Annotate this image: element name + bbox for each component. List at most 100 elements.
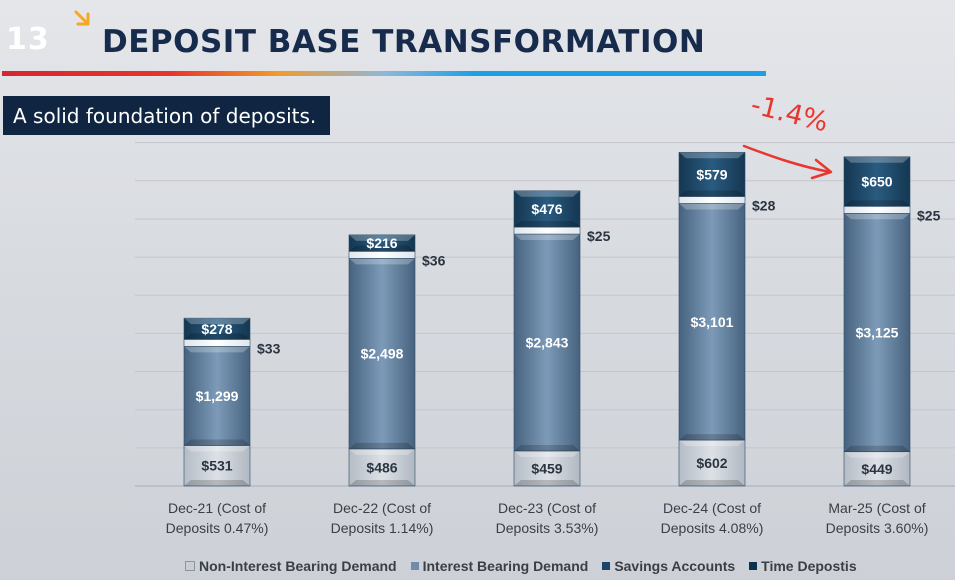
bar-bevel [844,213,910,220]
x-tick-label: Deposits 4.08%) [661,520,764,536]
bar-time-deposits [843,156,911,207]
legend-item-interest: Interest Bearing Demand [410,558,589,574]
legend-item-time: Time Depostis [749,558,857,574]
legend-swatch-time [749,562,758,570]
bar-bevel [349,448,415,455]
legend-swatch-savings [602,562,611,570]
bar-interest-bearing [183,346,251,446]
legend-swatch-non-interest [185,561,195,571]
data-label-savings: $28 [752,197,776,213]
bar-stack: $459 $2,843 $25 $476 [513,190,611,487]
data-label-savings: $25 [587,228,611,244]
legend-label-non-interest: Non-Interest Bearing Demand [199,558,397,574]
data-label-savings: $33 [257,340,281,356]
data-label-time-deposits: $650 [861,174,892,190]
bar-stack: $486 $2,498 $36 $216 [348,234,446,487]
bar-savings [348,251,416,259]
annotation-arrow [742,144,832,174]
bar-bevel [679,152,745,159]
annotation-arrowhead [810,158,833,180]
data-label-time-deposits: $579 [696,166,727,182]
bar-time-deposits [513,190,581,228]
bar-non-interest [348,448,416,487]
bar-stack: $602 $3,101 $28 $579 [678,151,776,487]
bar-interest-bearing [513,233,581,452]
bar-bevel [844,451,910,458]
bar-bevel [514,450,580,457]
bar-bevel [349,245,415,252]
x-tick-label: Dec-21 (Cost of [168,500,266,516]
data-label-interest-bearing: $2,498 [361,346,404,362]
page-title: DEPOSIT BASE TRANSFORMATION [102,24,706,60]
data-label-non-interest: $486 [366,459,397,475]
subtitle-text: A solid foundation of deposits. [13,103,317,128]
bar-bevel [514,190,580,197]
bar-non-interest [513,450,581,487]
data-label-non-interest: $459 [531,460,562,476]
data-label-time-deposits: $476 [531,201,562,217]
x-tick-label: Mar-25 (Cost of [828,500,925,516]
bar-bevel [844,480,910,486]
data-label-interest-bearing: $3,125 [856,325,899,341]
x-tick-label: Deposits 0.47%) [166,520,269,536]
x-tick-label: Deposits 1.14%) [331,520,434,536]
data-label-savings: $36 [422,252,446,268]
bar-bevel [184,480,250,486]
chart-legend: Non-Interest Bearing Demand Interest Bea… [185,558,871,574]
bar-bevel [349,258,415,265]
legend-label-savings: Savings Accounts [614,558,736,574]
bar-bevel [679,480,745,486]
bar-bevel [844,156,910,163]
bar-bevel [184,333,250,340]
bar-non-interest [843,451,911,487]
bar-bevel [844,200,910,207]
legend-item-savings: Savings Accounts [602,558,735,574]
bar-bevel [679,203,745,210]
legend-label-interest: Interest Bearing Demand [422,558,589,574]
bar-bevel [184,439,250,446]
bar-bevel [514,480,580,486]
bar-time-deposits [678,151,746,197]
data-label-non-interest: $531 [201,458,232,474]
bar-bevel [679,434,745,441]
data-label-savings: $25 [917,207,941,223]
bar-savings [843,206,911,214]
bar-bevel [349,480,415,486]
bar-time-deposits [348,234,416,252]
bar-time-deposits [183,317,251,340]
legend-label-time: Time Depostis [761,558,857,574]
data-label-interest-bearing: $2,843 [526,335,569,351]
slide-number: 13 [6,22,50,57]
legend-swatch-interest [410,562,419,570]
bar-bevel [679,190,745,197]
bar-bevel [844,445,910,452]
subtitle-banner: A solid foundation of deposits. [3,96,331,135]
bar-bevel [349,234,415,241]
bar-bevel [184,346,250,353]
bar-bevel [514,444,580,451]
bar-stack: $531 $1,299 $33 $278 [183,317,281,487]
bar-bevel [514,234,580,241]
x-tick-label: Dec-22 (Cost of [333,500,431,516]
legend-item-non-interest: Non-Interest Bearing Demand [185,558,397,574]
data-label-time-deposits: $216 [366,235,397,251]
data-label-interest-bearing: $3,101 [691,314,734,330]
bar-savings [513,226,581,235]
annotation-text: -1.4% [748,89,832,138]
data-label-non-interest: $449 [861,461,892,477]
bar-bevel [349,442,415,449]
bar-bevel [184,445,250,452]
data-label-non-interest: $602 [696,455,727,471]
bar-stack: $449 $3,125 $25 $650 [843,156,941,487]
bar-interest-bearing [678,203,746,441]
data-label-time-deposits: $278 [201,321,232,337]
bar-bevel [514,221,580,228]
title-divider [2,71,766,76]
x-tick-label: Dec-23 (Cost of [498,500,596,516]
bar-interest-bearing [843,213,911,453]
bar-savings [183,339,251,347]
arrow-down-right-icon [74,10,90,26]
x-tick-label: Dec-24 (Cost of [663,500,761,516]
bar-savings [678,196,746,204]
